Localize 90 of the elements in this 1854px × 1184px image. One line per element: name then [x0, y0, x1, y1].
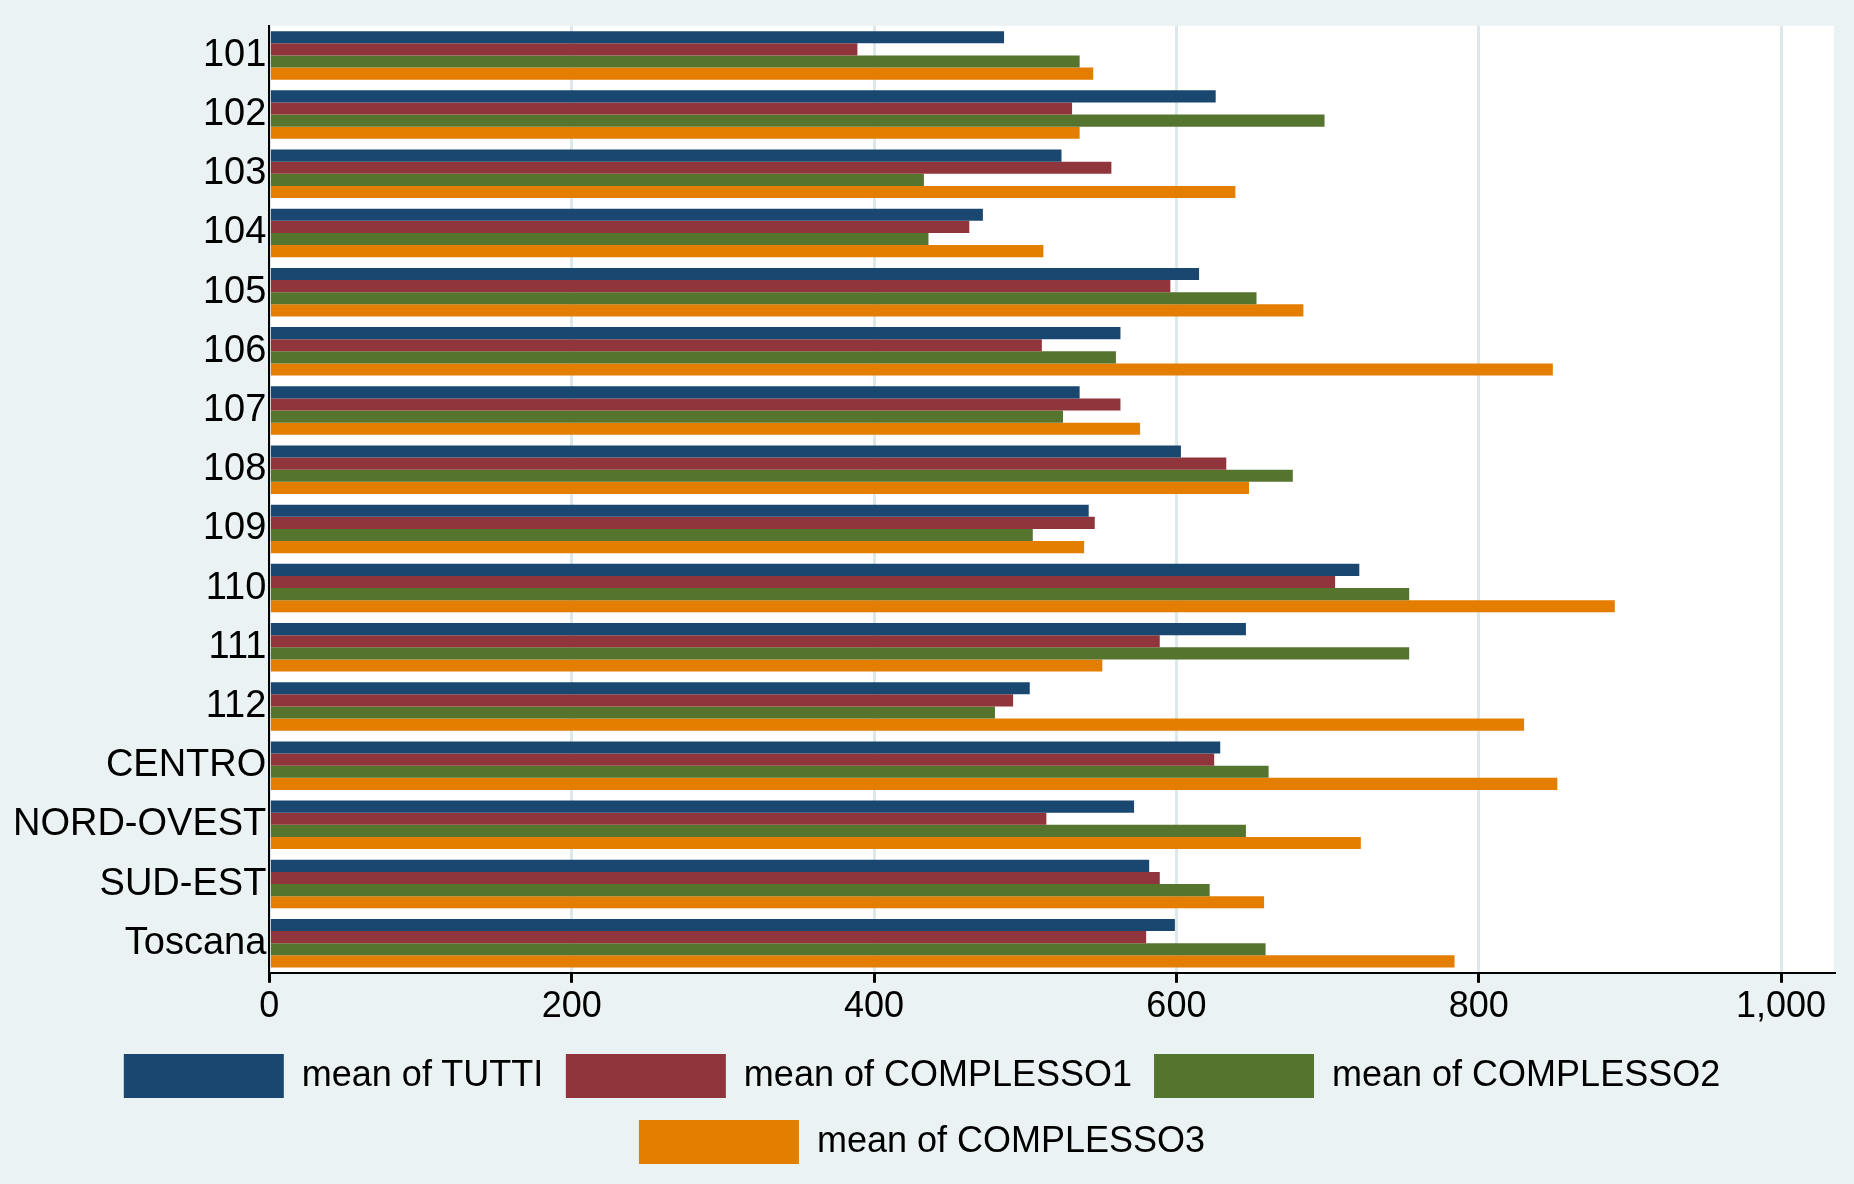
legend-label: mean of COMPLESSO1	[743, 1052, 1133, 1094]
bar	[270, 812, 1047, 825]
bar	[270, 292, 1257, 305]
bar	[270, 339, 1042, 352]
bar	[270, 114, 1325, 127]
bar	[270, 267, 1200, 281]
y-tick-label: CENTRO	[105, 742, 267, 785]
bar	[270, 102, 1073, 115]
bar	[270, 871, 1160, 885]
bar	[270, 149, 1062, 162]
y-tick-label: 106	[202, 327, 267, 370]
bar	[270, 541, 1085, 554]
bar	[270, 469, 1293, 482]
bar	[270, 31, 1005, 44]
bar	[270, 647, 1410, 660]
bar	[270, 327, 1121, 340]
x-tick-label: 1,000	[1736, 984, 1827, 1026]
y-tick-label: SUD-EST	[99, 860, 267, 903]
bar	[270, 504, 1089, 517]
bar	[270, 575, 1336, 589]
bar	[270, 220, 970, 233]
bar	[270, 896, 1265, 909]
y-tick-label: NORD-OVEST	[12, 801, 267, 844]
y-tick-label: 109	[202, 505, 267, 548]
bar	[270, 659, 1103, 672]
bar	[270, 410, 1064, 423]
bar	[270, 386, 1080, 399]
bar	[270, 718, 1525, 731]
bar	[270, 635, 1160, 648]
bar	[270, 800, 1135, 813]
bar	[270, 682, 1030, 695]
x-tick-label: 800	[1448, 984, 1509, 1026]
y-tick-label: 112	[205, 682, 267, 725]
bar	[270, 422, 1141, 435]
y-tick-label: Toscana	[124, 919, 268, 962]
bar	[270, 528, 1033, 542]
bar	[270, 445, 1181, 458]
bar	[270, 161, 1112, 174]
bar	[270, 351, 1116, 364]
bar	[270, 232, 929, 246]
y-tick-label: 107	[202, 387, 267, 429]
bar	[270, 457, 1227, 470]
bar	[270, 67, 1094, 80]
y-tick-label: 104	[202, 209, 267, 252]
bar	[270, 173, 924, 186]
bar	[270, 824, 1246, 837]
y-tick-label: 102	[202, 91, 267, 134]
bar	[270, 623, 1246, 636]
bar	[270, 918, 1175, 932]
bar	[270, 836, 1361, 850]
y-tick-label: 101	[202, 31, 267, 74]
bar	[270, 741, 1221, 754]
bar	[270, 304, 1304, 317]
bar	[270, 55, 1080, 68]
bar	[270, 931, 1147, 944]
bar	[270, 43, 858, 56]
bar	[270, 955, 1455, 968]
bar	[270, 859, 1150, 872]
bar	[270, 208, 983, 221]
bar	[270, 943, 1266, 956]
bar	[270, 563, 1360, 576]
bar	[270, 481, 1249, 494]
y-tick-label: 105	[202, 268, 267, 311]
x-tick-label: 400	[844, 984, 905, 1026]
bar	[270, 363, 1553, 376]
y-tick-label: 110	[205, 564, 267, 607]
bar	[270, 765, 1269, 778]
x-tick-label: 0	[259, 984, 280, 1026]
bar	[270, 90, 1216, 103]
bar	[270, 516, 1095, 529]
y-tick-label: 108	[202, 446, 267, 489]
bar	[270, 280, 1171, 293]
legend-label: mean of TUTTI	[301, 1052, 544, 1094]
bar	[270, 126, 1080, 139]
legend-label: mean of COMPLESSO3	[816, 1118, 1206, 1160]
legend-label: mean of COMPLESSO2	[1332, 1052, 1721, 1094]
bar	[270, 588, 1410, 601]
bar	[270, 245, 1044, 258]
bar	[270, 185, 1236, 199]
bar	[270, 398, 1121, 411]
y-tick-label: 111	[208, 623, 267, 666]
x-tick-label: 200	[541, 984, 602, 1026]
bar	[270, 753, 1215, 766]
bar	[270, 777, 1558, 790]
bar	[270, 884, 1210, 897]
y-tick-label: 103	[202, 150, 267, 193]
x-tick-label: 600	[1146, 984, 1207, 1026]
bar	[270, 600, 1615, 613]
bar	[270, 706, 995, 719]
bar	[270, 694, 1014, 707]
